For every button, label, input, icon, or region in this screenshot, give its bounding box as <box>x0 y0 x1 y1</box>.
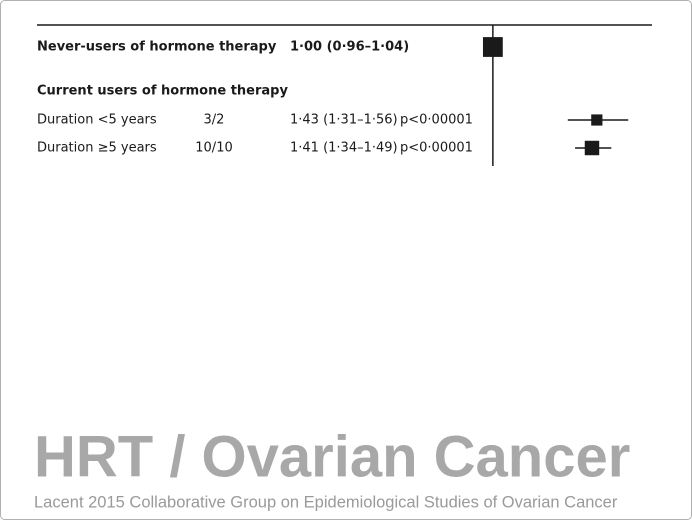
estimate-square <box>584 140 600 156</box>
row-label: Current users of hormone therapy <box>37 84 288 99</box>
count-label: 10/10 <box>195 141 232 156</box>
count-label: 3/2 <box>204 113 225 128</box>
estimate-label: 1·00 (0·96–1·04) <box>290 40 409 55</box>
caption: Lacent 2015 Collaborative Group on Epide… <box>34 493 618 511</box>
estimate-square <box>482 37 503 57</box>
row-label: Never-users of hormone therapy <box>37 40 277 55</box>
estimate-label: 1·43 (1·31–1·56) <box>290 113 398 128</box>
estimate-label: 1·41 (1·34–1·49) <box>290 141 398 156</box>
chart-title: HRT / Ovarian Cancer <box>34 424 630 489</box>
estimate-square <box>591 114 603 126</box>
row-label: Duration ≥5 years <box>37 141 157 156</box>
p-label: p<0·00001 <box>400 113 473 128</box>
p-label: p<0·00001 <box>400 141 473 156</box>
row-label: Duration <5 years <box>37 113 157 128</box>
